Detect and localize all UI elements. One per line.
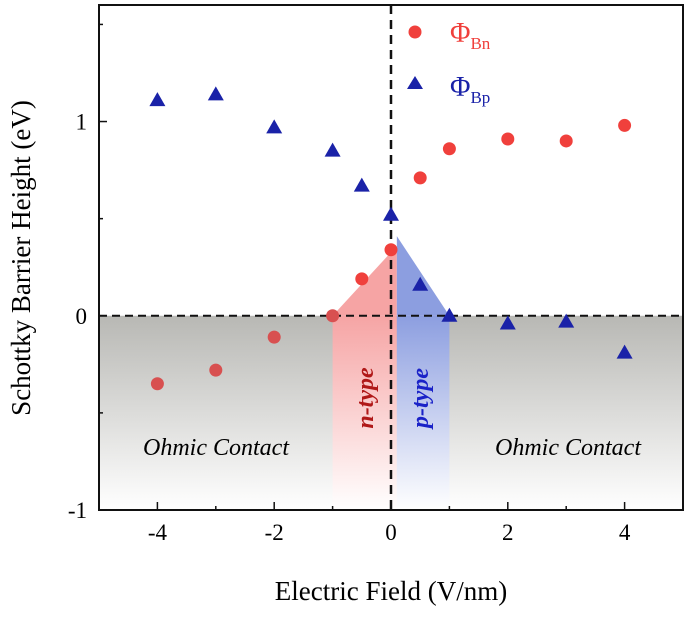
data-point-bp: [207, 86, 224, 101]
data-point-bn: [559, 134, 573, 148]
p-type-region: [396, 315, 450, 510]
x-axis-label: Electric Field (V/nm): [275, 576, 507, 606]
data-point-bp: [499, 315, 516, 330]
n-type-region: [332, 315, 397, 510]
data-point-bn: [618, 118, 632, 132]
y-tick-label: 0: [76, 304, 88, 329]
legend-label-bp: ΦBp: [450, 72, 490, 107]
legend-marker-bp: [407, 76, 423, 89]
y-tick-label: -1: [68, 498, 87, 523]
data-point-bn: [501, 132, 515, 146]
region-label-p-type: p-type: [408, 368, 434, 430]
x-tick-label: -4: [148, 520, 168, 545]
region-label-ohmic-right: Ohmic Contact: [495, 435, 642, 461]
data-point-bp: [616, 344, 633, 359]
data-point-bn: [267, 330, 281, 344]
data-point-bp: [149, 92, 166, 107]
legend-marker-bn: [408, 25, 422, 39]
region-label-ohmic-left: Ohmic Contact: [143, 435, 290, 461]
data-point-bp: [353, 177, 370, 192]
x-tick-label: 0: [385, 520, 397, 545]
data-point-bp: [324, 142, 341, 157]
data-point-bn: [413, 171, 427, 185]
data-point-bn: [355, 272, 369, 286]
data-point-bn: [326, 309, 340, 323]
x-tick-label: -2: [265, 520, 284, 545]
n-type-wedge: [332, 245, 397, 316]
y-tick-label: 1: [76, 110, 88, 135]
y-axis-label: Schottky Barrier Height (eV): [6, 100, 36, 416]
p-type-wedge: [396, 236, 450, 316]
x-tick-label: 4: [619, 520, 631, 545]
data-point-bn: [209, 363, 223, 377]
data-point-bp: [558, 313, 575, 328]
data-point-bp: [266, 119, 283, 134]
data-point-bn: [384, 243, 398, 257]
data-point-bn: [150, 377, 164, 391]
region-label-n-type: n-type: [353, 367, 379, 429]
data-point-bp: [441, 307, 458, 322]
data-point-bp: [412, 276, 429, 291]
data-point-bn: [442, 142, 456, 156]
data-point-bp: [383, 206, 399, 221]
x-tick-label: 2: [502, 520, 514, 545]
legend-label-bn: ΦBn: [450, 18, 491, 53]
